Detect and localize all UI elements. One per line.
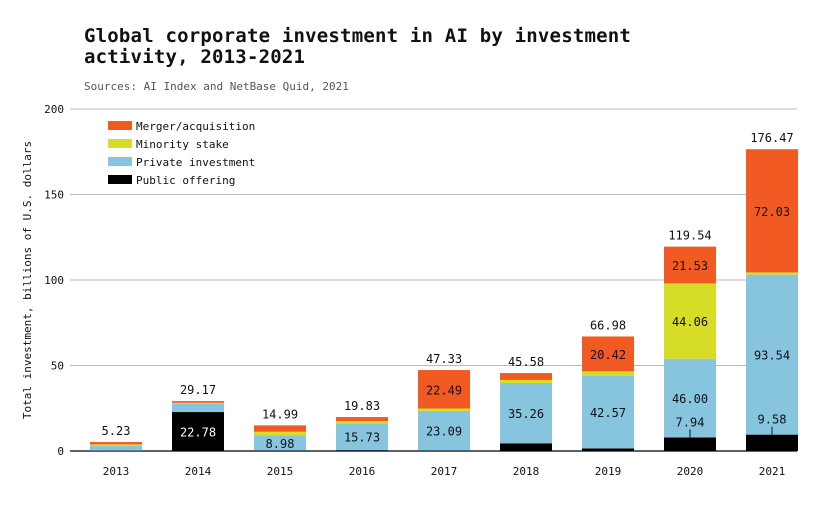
y-tick-label: 100 bbox=[44, 274, 64, 287]
x-tick-label: 2021 bbox=[759, 465, 786, 478]
bar-segment-merger-acquisition bbox=[500, 373, 552, 380]
bar-segment-merger-acquisition bbox=[582, 336, 634, 372]
segment-value-label: 22.49 bbox=[426, 383, 462, 397]
bar-segment-public-offering bbox=[582, 448, 634, 451]
total-value-label: 45.58 bbox=[508, 355, 544, 369]
segment-value-label: 8.98 bbox=[266, 437, 295, 451]
legend-swatch bbox=[108, 121, 132, 130]
x-tick-label: 2015 bbox=[267, 465, 294, 478]
segment-value-label: 22.78 bbox=[180, 426, 216, 440]
total-value-label: 66.98 bbox=[590, 318, 626, 332]
y-tick-label: 150 bbox=[44, 189, 64, 202]
bar-segment-private-investment bbox=[582, 375, 634, 449]
bar-segment-merger-acquisition bbox=[418, 370, 470, 409]
x-tick-label: 2013 bbox=[103, 465, 130, 478]
total-value-label: 47.33 bbox=[426, 352, 462, 366]
bar-segment-private-investment bbox=[418, 411, 470, 451]
bar-segment-merger-acquisition bbox=[746, 149, 798, 273]
x-tick-label: 2018 bbox=[513, 465, 540, 478]
total-value-label: 119.54 bbox=[668, 229, 711, 243]
segment-value-label: 93.54 bbox=[754, 349, 790, 363]
bar-segment-public-offering bbox=[418, 450, 470, 451]
bar-segment-merger-acquisition bbox=[254, 425, 306, 432]
bar-segment-merger-acquisition bbox=[172, 401, 224, 403]
legend-label: Private investment bbox=[136, 156, 255, 169]
segment-value-label: 20.42 bbox=[590, 348, 626, 362]
bar-segment-public-offering bbox=[746, 434, 798, 451]
legend-swatch bbox=[108, 175, 132, 184]
bar-segment-private-investment bbox=[254, 435, 306, 451]
bar-segment-public-offering bbox=[172, 412, 224, 451]
bar-segment-public-offering bbox=[500, 443, 552, 451]
segment-value-label: 7.94 bbox=[676, 415, 705, 429]
bar-segment-private-investment bbox=[90, 446, 142, 451]
x-tick-label: 2019 bbox=[595, 465, 622, 478]
bar-segment-minority-stake bbox=[172, 402, 224, 404]
bar-segment-merger-acquisition bbox=[664, 246, 716, 284]
bar-segment-minority-stake bbox=[418, 408, 470, 412]
legend-swatch bbox=[108, 157, 132, 166]
x-tick-label: 2014 bbox=[185, 465, 212, 478]
bar-segment-merger-acquisition bbox=[90, 442, 142, 445]
y-tick-label: 50 bbox=[51, 360, 64, 373]
chart-subtitle: Sources: AI Index and NetBase Quid, 2021 bbox=[84, 80, 349, 93]
segment-value-label: 46.00 bbox=[672, 392, 708, 406]
bar-segment-minority-stake bbox=[664, 283, 716, 359]
total-value-label: 29.17 bbox=[180, 383, 216, 397]
bar-segment-minority-stake bbox=[500, 379, 552, 384]
bar-segment-private-investment bbox=[746, 274, 798, 435]
bar-segment-private-investment bbox=[500, 383, 552, 444]
total-value-label: 176.47 bbox=[750, 131, 793, 145]
legend-swatch bbox=[108, 139, 132, 148]
bar-segment-minority-stake bbox=[582, 371, 634, 376]
legend-label: Minority stake bbox=[136, 138, 229, 151]
x-tick-label: 2016 bbox=[349, 465, 376, 478]
bar-segment-merger-acquisition bbox=[336, 417, 388, 422]
segment-value-label: 15.73 bbox=[344, 431, 380, 445]
bar-segment-minority-stake bbox=[336, 421, 388, 424]
segment-value-label: 42.57 bbox=[590, 406, 626, 420]
total-value-label: 5.23 bbox=[102, 424, 131, 438]
bar-segment-private-investment bbox=[336, 423, 388, 451]
bar-segment-private-investment bbox=[664, 358, 716, 438]
legend-label: Merger/acquisition bbox=[136, 120, 255, 133]
segment-value-label: 44.06 bbox=[672, 315, 708, 329]
bar-segment-private-investment bbox=[172, 403, 224, 413]
y-tick-label: 0 bbox=[57, 445, 64, 458]
total-value-label: 19.83 bbox=[344, 399, 380, 413]
x-tick-label: 2017 bbox=[431, 465, 458, 478]
bar-segment-public-offering bbox=[336, 450, 388, 451]
legend-label: Public offering bbox=[136, 174, 235, 187]
segment-value-label: 72.03 bbox=[754, 205, 790, 219]
segment-value-label: 9.58 bbox=[758, 413, 787, 427]
segment-value-label: 23.09 bbox=[426, 425, 462, 439]
y-tick-label: 200 bbox=[44, 103, 64, 116]
total-value-label: 14.99 bbox=[262, 407, 298, 421]
bar-segment-minority-stake bbox=[90, 444, 142, 447]
bar-segment-minority-stake bbox=[746, 272, 798, 275]
chart-title: Global corporate investment in AI by inv… bbox=[84, 25, 632, 68]
bar-segment-minority-stake bbox=[254, 431, 306, 436]
bar-segment-public-offering bbox=[664, 437, 716, 451]
segment-value-label: 35.26 bbox=[508, 407, 544, 421]
y-axis-label: Total investment, billions of U.S. dolla… bbox=[21, 141, 34, 419]
bar-segment-public-offering bbox=[254, 450, 306, 451]
x-tick-label: 2020 bbox=[677, 465, 704, 478]
segment-value-label: 21.53 bbox=[672, 259, 708, 273]
